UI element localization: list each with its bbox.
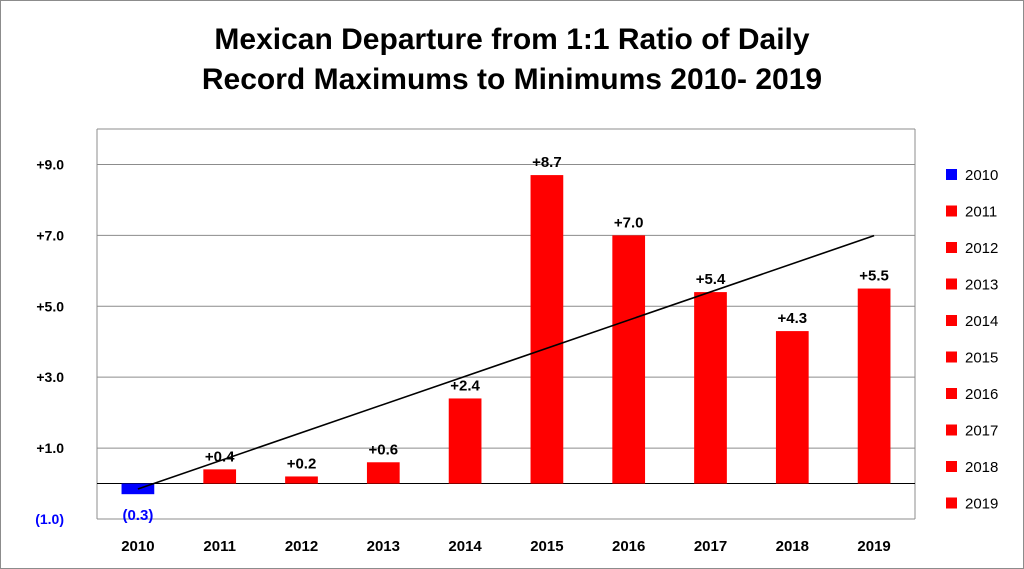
legend-label-2016: 2016 [965, 386, 998, 403]
y-tick-label: +1.0 [36, 440, 64, 456]
legend-label-2012: 2012 [965, 240, 998, 257]
legend-swatch-2014 [946, 315, 957, 326]
trendline [137, 234, 875, 490]
bar-2019 [857, 288, 891, 484]
trendline-group [137, 234, 875, 490]
x-tick-label: 2018 [776, 538, 809, 555]
chart-title-line-2: Record Maximums to Minimums 2010- 2019 [201, 63, 823, 96]
x-tick-label: 2017 [694, 538, 727, 555]
y-tick-label: (1.0) [35, 511, 64, 527]
y-tick-label: +3.0 [36, 369, 64, 385]
x-tick-label: 2016 [612, 538, 645, 555]
data-label-2014: +2.4 [450, 377, 480, 394]
legend-swatch-2013 [946, 278, 957, 290]
y-axis-tick-labels: (1.0) +1.0 +3.0 +5.0 +7.0 +9.0 [35, 156, 64, 527]
bar-2011 [203, 469, 237, 484]
bar-2014 [448, 398, 482, 484]
data-label-2018: +4.3 [777, 310, 807, 327]
bar-2016 [612, 235, 646, 484]
data-label-2013: +0.6 [368, 441, 398, 458]
legend-label-2010: 2010 [965, 167, 998, 184]
legend-swatch-2011 [946, 205, 957, 217]
data-label-2017: +5.4 [696, 271, 726, 288]
data-label-2019: +5.5 [859, 268, 889, 285]
y-tick-label: +7.0 [36, 227, 64, 243]
bar-2018 [775, 331, 809, 484]
x-tick-label: 2010 [121, 538, 154, 555]
legend-label-2011: 2011 [965, 204, 997, 221]
x-tick-label: 2014 [448, 538, 482, 555]
x-tick-label: 2019 [857, 538, 890, 555]
legend: 2010 2011 2012 2013 2014 2015 2016 2017 2018 2019 [946, 167, 998, 513]
data-label-2010: (0.3) [122, 507, 153, 524]
legend-label-2014: 2014 [965, 313, 998, 330]
legend-swatch-2015 [946, 351, 957, 363]
legend-label-2015: 2015 [965, 350, 998, 367]
x-tick-label: 2015 [530, 538, 563, 555]
bar-2015 [530, 175, 564, 484]
legend-swatch-2019 [946, 497, 957, 509]
y-tick-label: +9.0 [36, 156, 64, 172]
bar-2012 [285, 476, 318, 484]
x-tick-label: 2011 [203, 538, 236, 555]
chart-title: Mexican Departure from 1:1 Ratio of Dail… [0, 20, 1024, 100]
x-axis-tick-labels: 2010 2011 2012 2013 2014 2015 2016 2017 2018 2019 [121, 538, 891, 555]
legend-label-2017: 2017 [965, 423, 998, 440]
legend-swatch-2017 [946, 424, 957, 436]
data-label-2015: +8.7 [532, 154, 562, 171]
legend-swatch-2016 [946, 388, 957, 399]
bar-2013 [366, 462, 400, 484]
legend-label-2013: 2013 [965, 277, 998, 294]
data-label-2016: +7.0 [614, 214, 644, 231]
data-label-2012: +0.2 [287, 455, 317, 472]
x-tick-label: 2013 [367, 538, 400, 555]
legend-swatch-2010 [946, 169, 957, 180]
y-tick-label: +5.0 [36, 298, 64, 314]
legend-label-2019: 2019 [965, 496, 998, 513]
bars [121, 175, 891, 495]
legend-swatch-2018 [946, 461, 957, 472]
x-tick-label: 2012 [285, 538, 318, 555]
data-label-2011: +0.4 [205, 448, 235, 465]
legend-label-2018: 2018 [965, 459, 998, 476]
data-labels: (0.3) +0.4 +0.2 +0.6 +2.4 +8.7 +7.0 +5.4 +4.3 +5.… [122, 154, 888, 524]
legend-swatch-2012 [946, 242, 957, 253]
bar-2017 [694, 292, 727, 484]
chart-title-line-1: Mexican Departure from 1:1 Ratio of Dail… [214, 23, 810, 56]
